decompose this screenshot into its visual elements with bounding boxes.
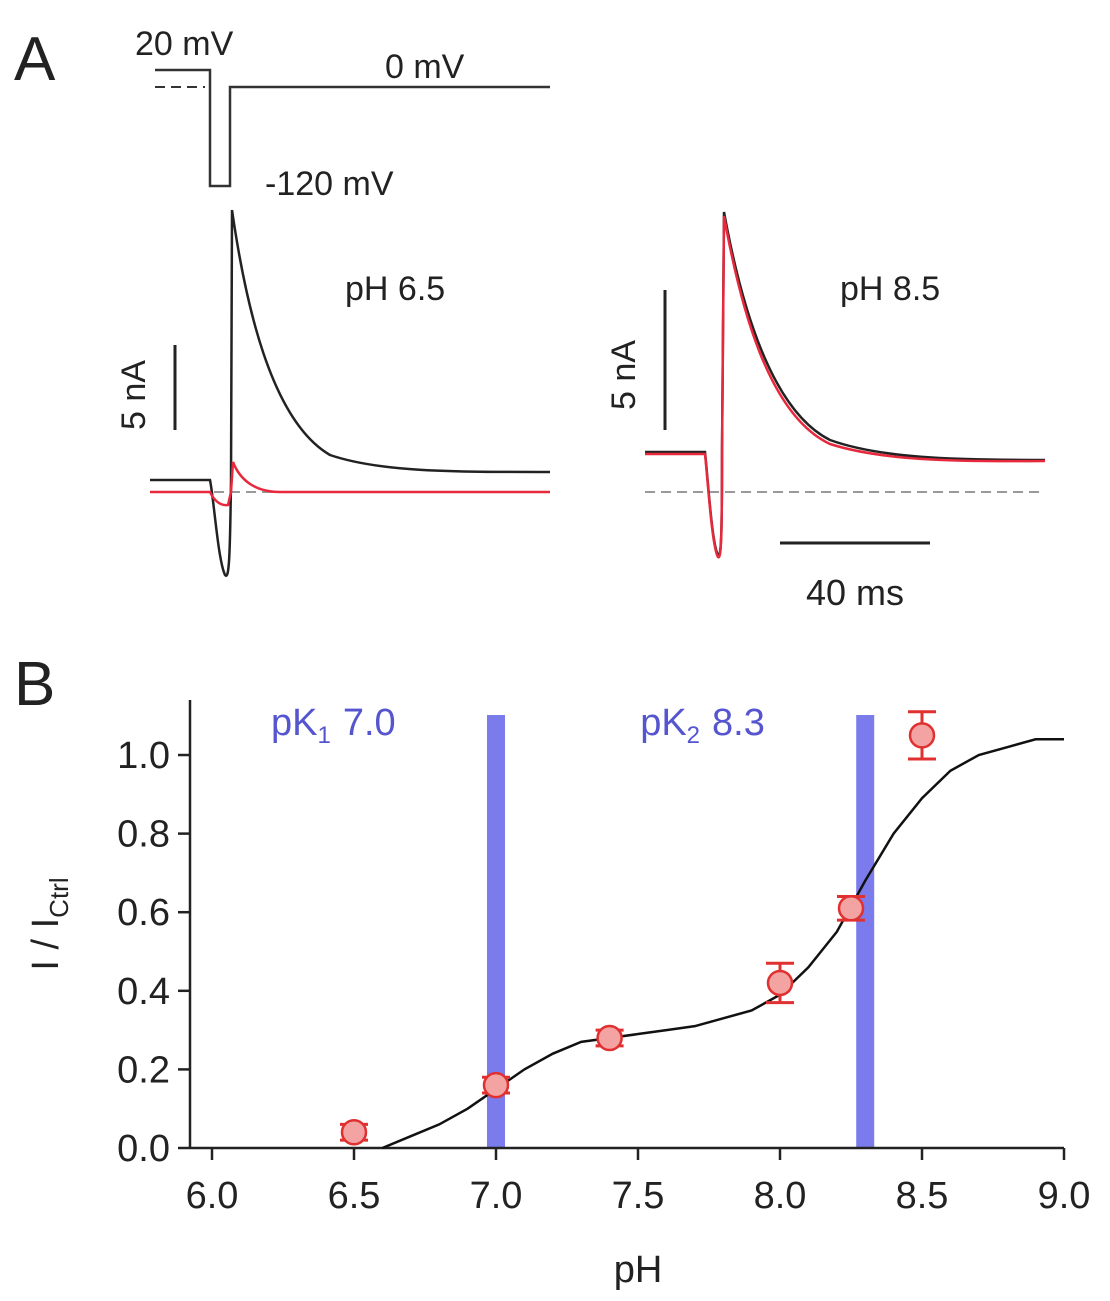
pk-label-sub: 2: [687, 722, 700, 749]
x-tick-label: 7.0: [470, 1175, 523, 1217]
x-tick-label: 8.5: [896, 1175, 949, 1217]
pk-label-rest: 7.0: [343, 702, 396, 744]
pk-label-rest: 8.3: [712, 702, 765, 744]
voltage-label: -120 mV: [265, 165, 394, 203]
data-point: [766, 969, 794, 997]
voltage-label: 20 mV: [135, 25, 234, 63]
y-axis-label: I / ICtrl: [25, 877, 74, 970]
y-tick-label: 0.8: [117, 814, 170, 856]
data-point: [596, 1024, 623, 1052]
current-trace: [645, 215, 1046, 559]
pk-band: [856, 715, 875, 1148]
y-tick-label: 0.0: [117, 1128, 170, 1170]
data-point: [908, 722, 936, 749]
x-axis-label: pH: [614, 1249, 663, 1291]
data-point: [837, 895, 865, 922]
scale-label: 5 nA: [115, 360, 153, 430]
y-axis-label-main: I / I: [25, 918, 67, 971]
y-tick-label: 1.0: [117, 735, 170, 777]
pk-label: pK1 7.0: [271, 702, 396, 749]
panel-label: B: [14, 650, 55, 719]
voltage-label: 0 mV: [385, 48, 465, 86]
y-axis-label-sub: Ctrl: [44, 877, 74, 917]
pk-label-sub: 1: [317, 722, 330, 749]
y-tick-label: 0.6: [117, 892, 170, 934]
y-tick-label: 0.4: [117, 971, 170, 1013]
x-tick-label: 6.5: [328, 1175, 381, 1217]
current-trace: [150, 209, 551, 577]
condition-label: pH 8.5: [840, 270, 940, 308]
panel-label: A: [14, 25, 56, 94]
voltage-protocol: [155, 68, 550, 188]
x-tick-label: 9.0: [1038, 1175, 1091, 1217]
pk-label-main: pK: [640, 702, 686, 744]
x-tick-label: 6.0: [186, 1175, 239, 1217]
chart: pK1 7.0 pK2 8.30.00.20.40.60.81.06.0 6.5 7.0 7…: [25, 700, 1090, 1291]
data-point: [482, 1071, 510, 1099]
pk-label-main: pK: [271, 702, 317, 744]
current-trace: [645, 211, 1046, 557]
pk-label: pK2 8.3: [640, 702, 765, 749]
x-tick-label: 7.5: [612, 1175, 665, 1217]
scale-label: 40 ms: [806, 572, 904, 613]
current-trace: [150, 461, 550, 507]
x-tick-label: 8.0: [754, 1175, 807, 1217]
data-point: [340, 1119, 368, 1146]
scale-label: 5 nA: [605, 340, 643, 410]
pk-band: [487, 715, 505, 1148]
condition-label: pH 6.5: [345, 270, 445, 308]
y-tick-label: 0.2: [117, 1049, 170, 1091]
